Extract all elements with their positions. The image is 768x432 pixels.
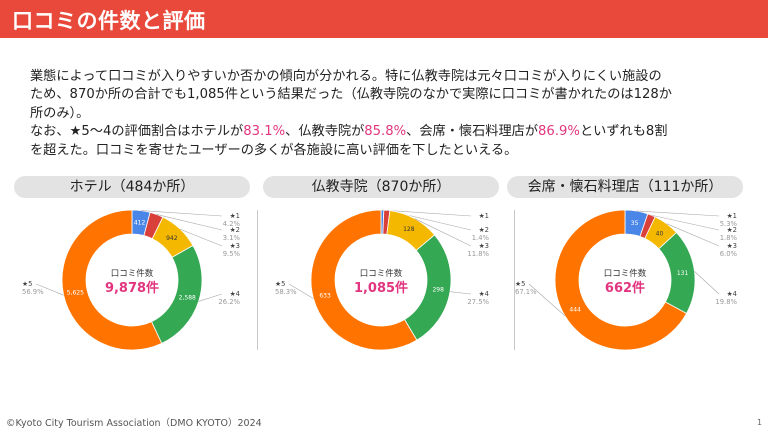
body-text: 業態によって口コミが入りやすいか否かの傾向が分かれる。特に仏教寺院は元々口コミが… [30, 68, 750, 160]
chart-title-hotel: ホテル（484か所） [14, 176, 250, 198]
center-label: 口コミ件数 [604, 268, 647, 279]
center-label: 口コミ件数 [360, 268, 403, 279]
leader-line [156, 214, 223, 231]
donut-chart-kaiseki: 35 ★15.3%★21.8% 40 ★36.0% 131 ★419.8% 444 ★567.… [515, 209, 738, 351]
legend-star-label: ★2 [727, 226, 737, 234]
slice-value-label: 128 [403, 226, 415, 233]
legend-star-label: ★3 [727, 242, 737, 250]
chart-title-kaiseki: 会席・懐石料理店（111か所） [507, 176, 743, 198]
kaiseki-high-rating-pct: 86.9% [538, 124, 580, 140]
legend-star-label: ★4 [230, 290, 240, 298]
legend-pct-label: 3.1% [223, 234, 241, 242]
legend-pct-label: 56.9% [22, 288, 44, 296]
leader-line [382, 209, 472, 217]
legend-pct-label: 1.4% [472, 234, 490, 242]
slice-value-label: 444 [569, 307, 581, 314]
body-line-4-a: なお、★5～4の評価割合はホテルが [30, 124, 244, 140]
center-value: 662件 [605, 280, 645, 296]
title-bar: 口コミの件数と評価 [0, 0, 768, 38]
chart-title-temple: 仏教寺院（870か所） [263, 176, 499, 198]
body-line-4-d: といずれも8割 [579, 124, 668, 140]
legend-star-label: ★3 [230, 242, 240, 250]
legend-star-label: ★5 [275, 280, 285, 288]
page-number: 1 [757, 418, 763, 427]
body-line-4-b: 、仏教寺院が [285, 124, 365, 140]
slice-value-label: 633 [319, 292, 331, 299]
donut-slice-star5 [310, 209, 418, 351]
leader-line [636, 210, 720, 217]
legend-pct-label: 26.2% [218, 298, 240, 306]
center-value: 1,085件 [354, 280, 408, 296]
donut-chart-temple: ★1 ★21.4% 128 ★311.8% 298 ★427.5% 633 ★558.3% 口コ… [275, 209, 490, 351]
legend-star-label: ★5 [22, 280, 32, 288]
donut-chart-hotel: 412 ★14.2%★23.1% 942 ★39.5% 2,588 ★426.2% 5,62… [22, 209, 241, 351]
leader-line [179, 228, 223, 247]
body-line-5: を超えた。口コミを寄せたユーザーの多くが各施設に高い評価を下したといえる。 [30, 142, 518, 158]
legend-star-label: ★1 [479, 212, 489, 220]
slice-value-label: 298 [432, 287, 444, 294]
leader-line [414, 218, 472, 247]
slice-value-label: 2,588 [179, 295, 196, 302]
chart-temple: 仏教寺院（870か所） ★1 ★2 1.4% 128 ★3 11.8% 298 ★4 27.5%… [263, 176, 499, 354]
slide-title: 口コミの件数と評価 [12, 9, 206, 33]
leader-line [651, 214, 720, 231]
donut-slice-star5 [554, 209, 688, 351]
slice-value-label: 942 [166, 235, 178, 242]
leader-line [449, 291, 472, 295]
body-line-4: なお、★5～4の評価割合はホテルが83.1%、仏教寺院が85.8%、会席・懐石料… [30, 123, 750, 141]
leader-line [694, 271, 720, 295]
legend-star-label: ★1 [230, 212, 240, 220]
legend-pct-label: 4.2% [223, 220, 241, 228]
chart-divider [257, 210, 258, 350]
hotel-high-rating-pct: 83.1% [243, 124, 286, 140]
leader-line [198, 293, 223, 302]
body-line-3: 所のみ）。 [30, 105, 90, 121]
chart-divider [514, 210, 515, 350]
slice-value-label: 5,625 [67, 290, 84, 297]
legend-pct-label: 19.8% [715, 298, 737, 306]
legend-star-label: ★2 [479, 226, 489, 234]
legend-pct-label: 5.3% [720, 220, 738, 228]
leader-line [35, 283, 64, 296]
donut-slice-star5 [61, 209, 163, 351]
slice-value-label: 35 [631, 220, 639, 227]
chart-hotel: ホテル（484か所） 412 ★1 4.2% ★2 3.1% 942 ★3 9.5% 2,588… [14, 176, 250, 354]
legend-star-label: ★4 [479, 290, 489, 298]
legend-pct-label: 1.8% [720, 234, 738, 242]
leader-line [666, 223, 720, 247]
leader-line [528, 283, 566, 316]
legend-star-label: ★1 [727, 212, 737, 220]
legend-pct-label: 6.0% [720, 250, 738, 258]
legend-pct-label: 27.5% [467, 298, 489, 306]
legend-star-label: ★5 [515, 280, 525, 288]
leader-line [141, 210, 223, 217]
legend-star-label: ★3 [479, 242, 489, 250]
legend-pct-label: 11.8% [467, 250, 489, 258]
legend-pct-label: 9.5% [223, 250, 241, 258]
temple-high-rating-pct: 85.8% [364, 124, 407, 140]
center-label: 口コミ件数 [111, 268, 154, 279]
slice-value-label: 412 [134, 219, 146, 226]
slice-value-label: 131 [677, 270, 689, 277]
legend-star-label: ★4 [727, 290, 737, 298]
slice-value-label: 40 [656, 230, 664, 237]
leader-line [288, 283, 314, 299]
legend-pct-label: 58.3% [275, 288, 297, 296]
body-line-1: 業態によって口コミが入りやすいか否かの傾向が分かれる。特に仏教寺院は元々口コミが… [30, 69, 662, 84]
legend-pct-label: 67.1% [515, 288, 537, 296]
donut-slice-star4 [404, 234, 452, 341]
legend-star-label: ★2 [230, 226, 240, 234]
center-value: 9,878件 [105, 280, 159, 296]
copyright: ©Kyoto City Tourism Association（DMO KYOT… [6, 418, 262, 429]
body-line-4-c: 、会席・懐石料理店が [406, 124, 539, 140]
chart-kaiseki: 会席・懐石料理店（111か所） 35 ★1 5.3% ★2 1.8% 40 ★3 6.0% 13… [507, 176, 743, 354]
body-line-2: ため、870か所の合計でも1,085件という結果だった（仏教寺院のなかで実際に口… [30, 87, 672, 103]
